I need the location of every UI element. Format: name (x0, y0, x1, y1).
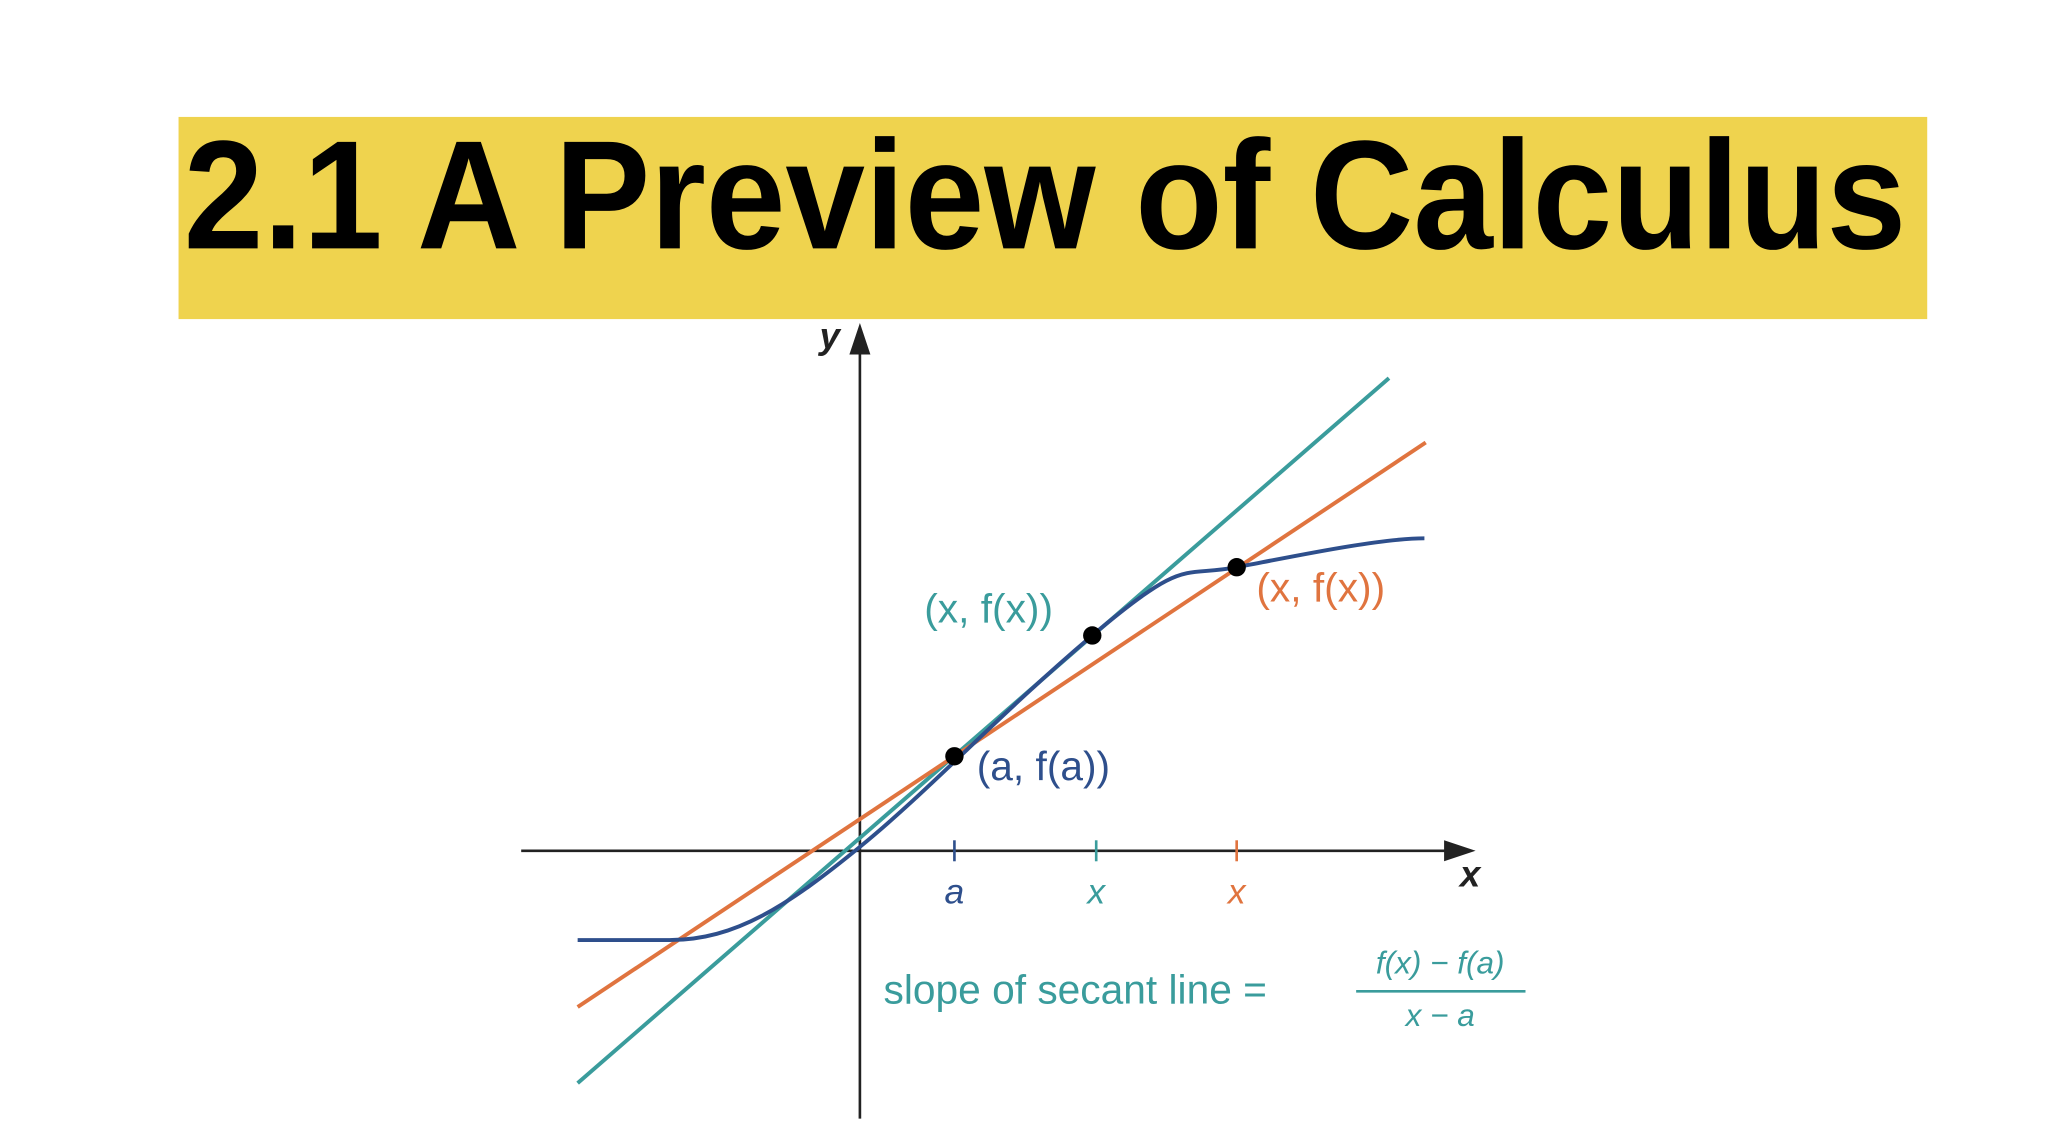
secant-line-orange (576, 440, 1427, 1009)
title: 2.1 A Preview of Calculus (184, 108, 1906, 281)
point (945, 747, 964, 766)
formula-numerator: f(x) − f(a) (1376, 944, 1505, 980)
point-label: (x, f(x)) (1256, 565, 1385, 611)
y-arrow (849, 323, 871, 355)
point-label: (a, f(a)) (977, 743, 1110, 789)
formula-denominator: x − a (1404, 997, 1475, 1033)
diagram: x y a x x (a, f(a)) (x, f(x)) (x, f(x)) … (521, 315, 1526, 1119)
tick-label: x (1085, 871, 1106, 911)
curve (577, 536, 1425, 943)
point-label: (x, f(x)) (924, 586, 1053, 632)
tick-label: x (1226, 871, 1247, 911)
tick-label: a (945, 871, 965, 911)
point (1083, 626, 1102, 645)
x-arrow (1444, 840, 1476, 862)
secant-line-teal (576, 376, 1391, 1085)
y-axis-label: y (817, 315, 841, 356)
x-axis-label: x (1458, 854, 1482, 895)
title-band (178, 116, 1928, 320)
formula-lhs: slope of secant line = (884, 966, 1267, 1012)
point (1227, 558, 1246, 577)
